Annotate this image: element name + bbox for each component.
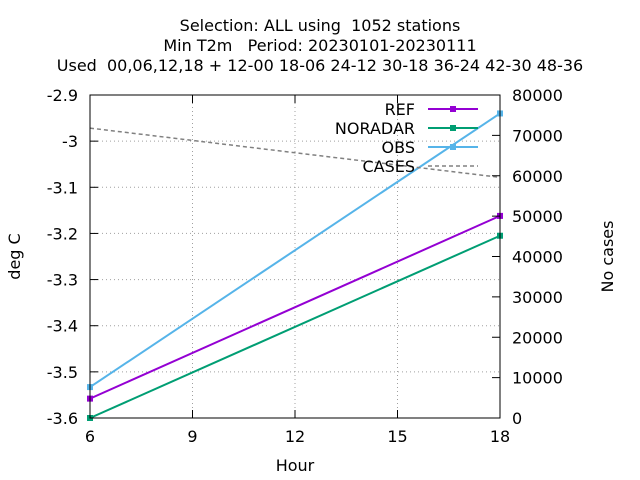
chart-title-line-2: Min T2m Period: 20230101-20230111 [163,36,477,55]
series-line-ref [89,214,501,400]
chart-title-line-1: Selection: ALL using 1052 stations [179,16,461,35]
legend-label-cases: CASES [362,157,415,176]
legend-label-obs: OBS [382,138,415,157]
legend-marker-obs [450,144,456,150]
series-layer [87,110,503,421]
y-tick-label: -3.2 [47,224,78,243]
y2-tick-label: 30000 [512,288,563,307]
y2-axis-label: No cases [598,221,617,293]
legend-marker-ref [450,106,456,112]
x-tick-label: 15 [387,427,407,446]
y-axis-label: deg C [5,233,24,279]
y-tick-label: -3.5 [47,363,78,382]
legend-marker-noradar [450,125,456,131]
y2-tick-label: 80000 [512,86,563,105]
y2-tick-label: 70000 [512,126,563,145]
tick-layer: -3.6 -3.5 -3.4 -3.3 -3.2 -3.1 -3 -2.9 0 10000 2000… [47,86,563,446]
chart-title-line-3: Used 00,06,12,18 + 12-00 18-06 24-12 30-… [56,56,584,75]
series-line-noradar [89,234,501,419]
x-axis-label: Hour [276,456,315,475]
x-tick-label: 9 [187,427,197,446]
y-tick-label: -3.4 [47,317,78,336]
x-tick-label: 6 [85,427,95,446]
legend-label-noradar: NORADAR [335,119,415,138]
y2-tick-label: 20000 [512,328,563,347]
y2-tick-label: 60000 [512,167,563,186]
y2-tick-label: 0 [512,409,522,428]
grid-layer [90,95,500,418]
y2-tick-label: 50000 [512,207,563,226]
y-tick-label: -2.9 [47,86,78,105]
y2-tick-label: 10000 [512,369,563,388]
y-tick-label: -3 [62,132,78,151]
x-tick-label: 12 [285,427,305,446]
y-tick-label: -3.3 [47,271,78,290]
series-line-cases [89,127,501,179]
y-tick-label: -3.1 [47,178,78,197]
legend-label-ref: REF [385,100,415,119]
y2-tick-label: 40000 [512,248,563,267]
series-line-obs [89,112,501,388]
y-tick-label: -3.6 [47,409,78,428]
x-tick-label: 18 [490,427,510,446]
